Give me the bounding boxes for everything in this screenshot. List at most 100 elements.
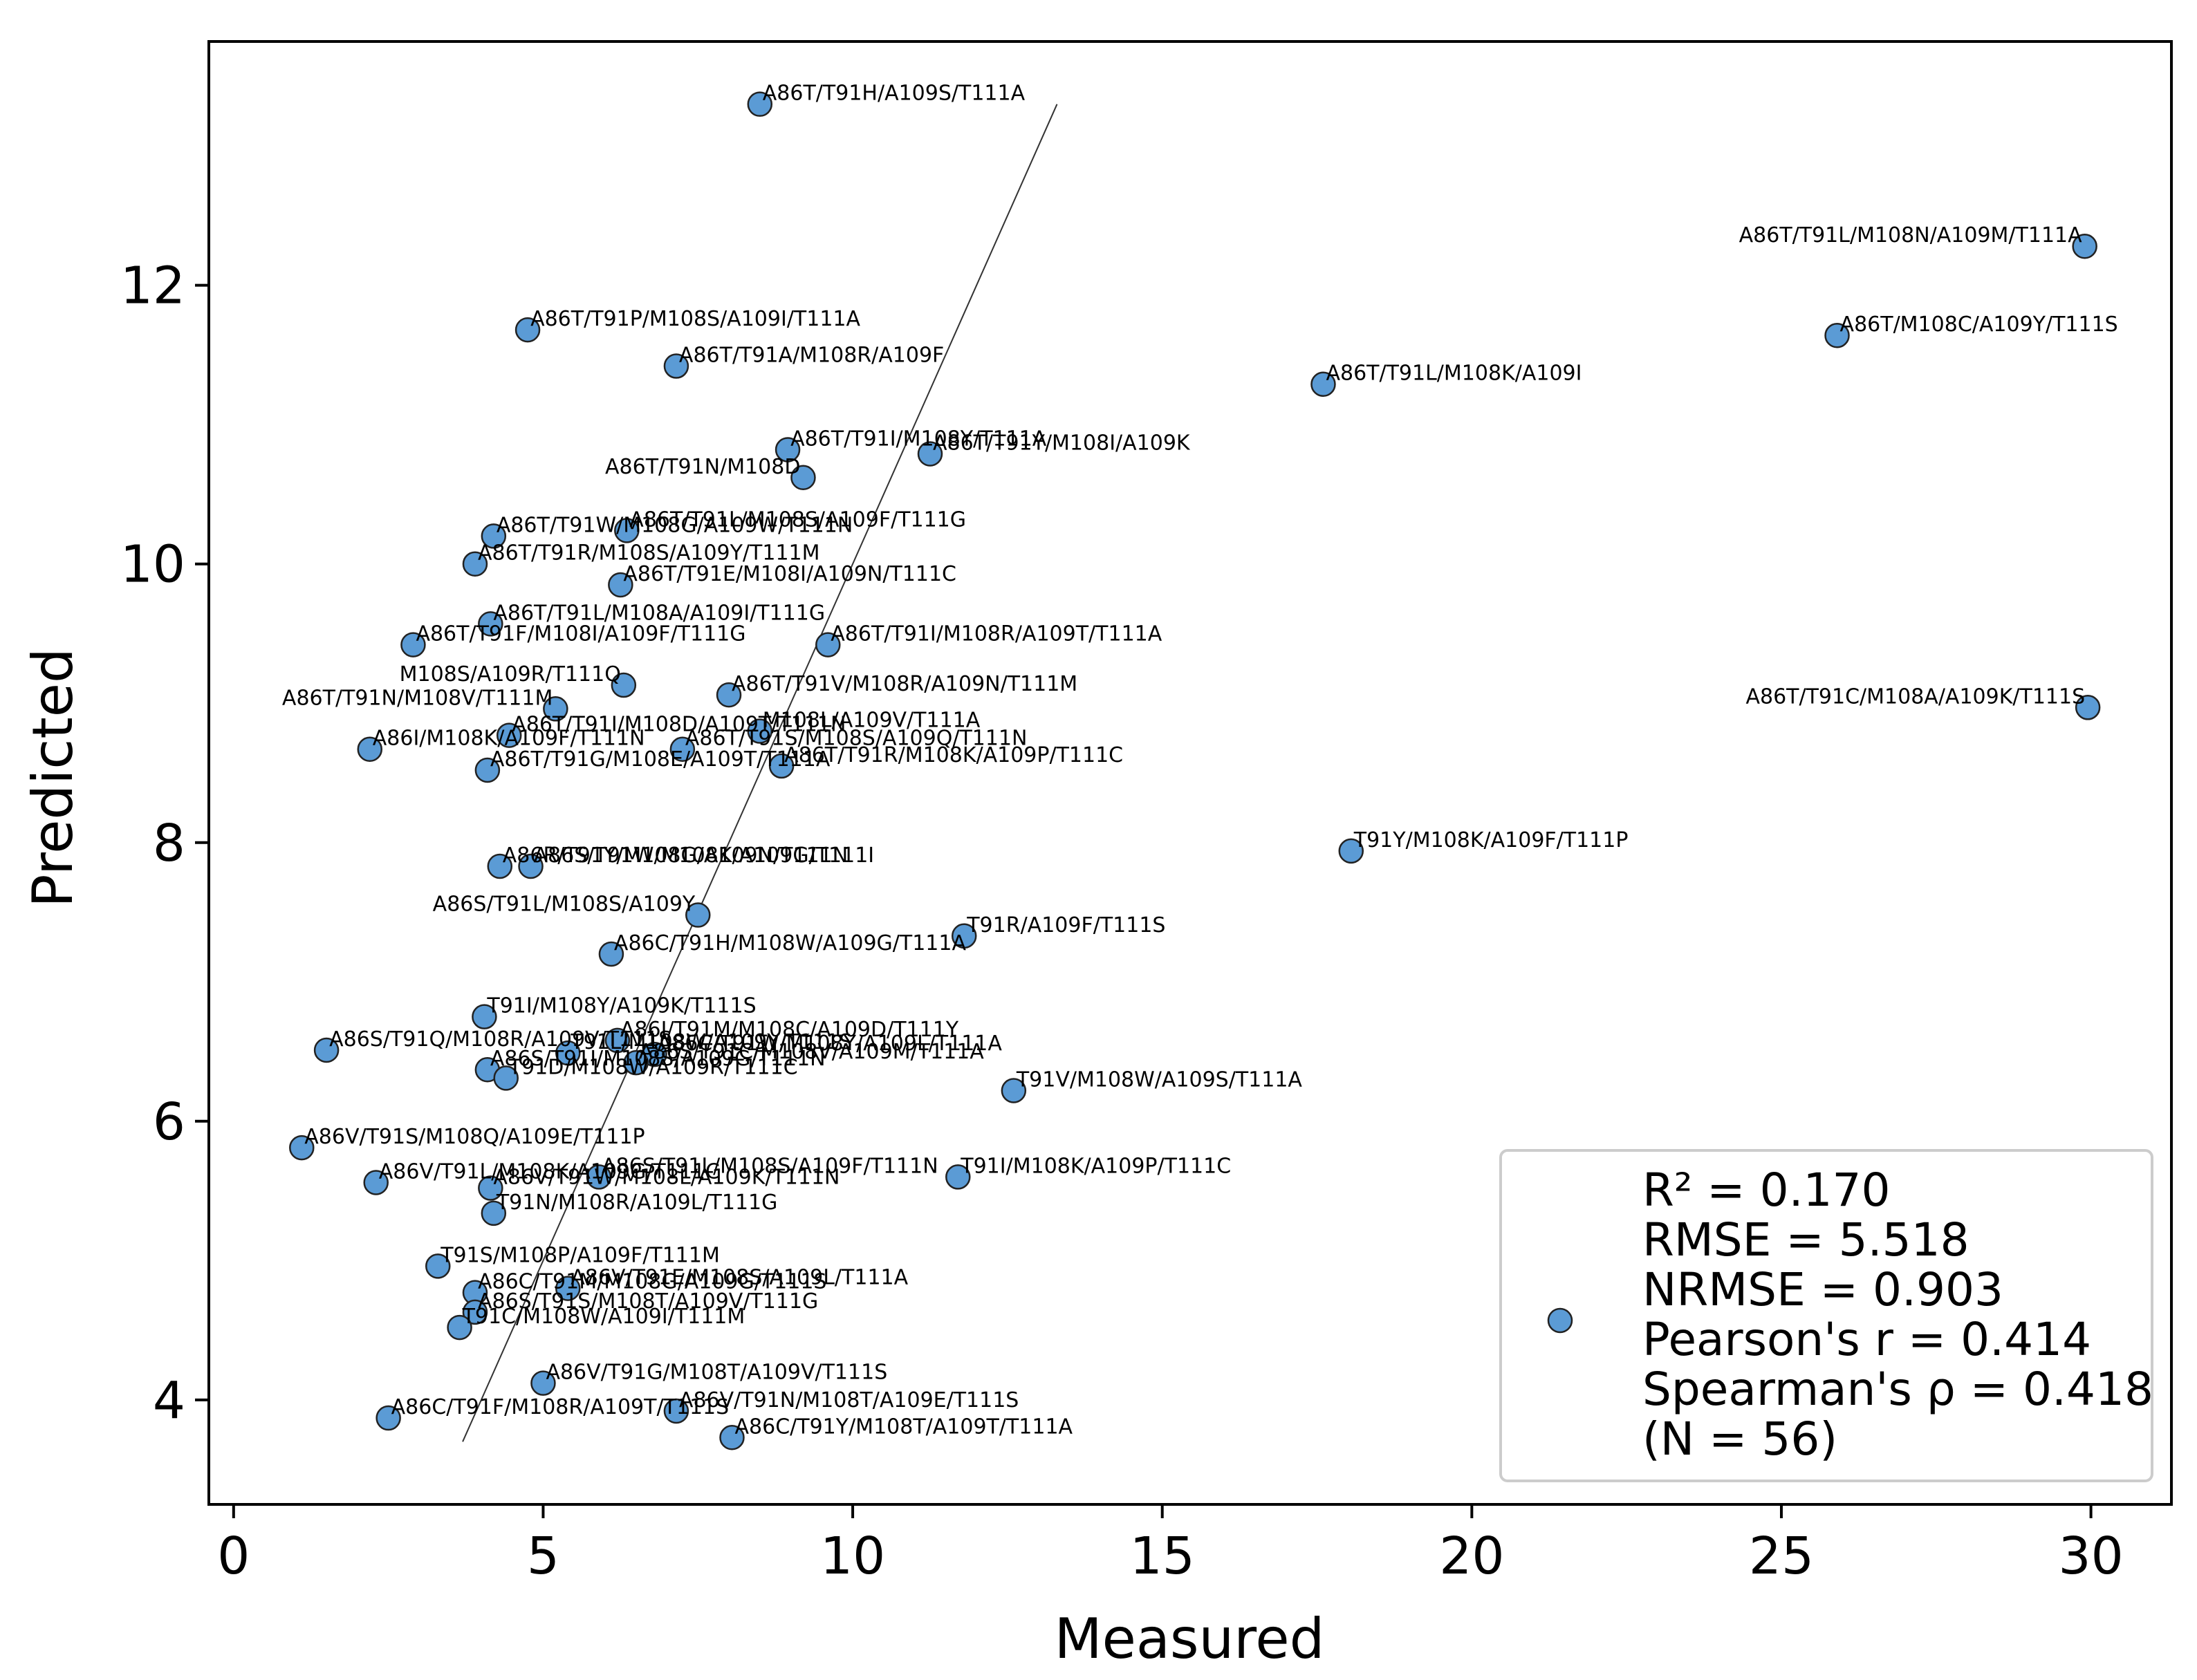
- data-point: [1824, 322, 1850, 348]
- point-label: A86S/T91C/M108V/A109M/T111A: [639, 1040, 985, 1064]
- y-tick-label: 8: [153, 814, 185, 873]
- legend-line: Pearson's r = 0.414: [1642, 1313, 2091, 1366]
- point-label: A86V/T91E/M108S/A109L/T111A: [571, 1266, 908, 1290]
- point-label: T91R/A109F/T111S: [966, 913, 1165, 937]
- data-point: [478, 1175, 503, 1201]
- point-label: A86S/T91L/M108S/A109Y: [433, 893, 696, 917]
- legend-line: RMSE = 5.518: [1642, 1213, 1969, 1267]
- data-point: [917, 441, 943, 467]
- data-point: [1338, 838, 1364, 864]
- point-label: A86T/M108C/A109Y/T111S: [1840, 312, 2118, 337]
- data-point: [716, 682, 742, 708]
- data-point: [481, 1200, 507, 1226]
- data-point: [487, 853, 513, 879]
- data-point: [400, 632, 426, 657]
- point-label: T91Y/M108K/A109F/T111P: [1353, 828, 1629, 852]
- data-point: [604, 1027, 631, 1054]
- x-axis-title: Measured: [1055, 1607, 1325, 1671]
- point-label: M108S/A109R/T111Q: [400, 662, 621, 687]
- data-point: [472, 1004, 497, 1029]
- data-point: [663, 1398, 689, 1424]
- point-label: A86T/T91S/M108S/A109Q/T111N: [685, 727, 1028, 751]
- data-point: [493, 1065, 519, 1091]
- data-point: [447, 1314, 472, 1341]
- point-label: A86T/T91I/M108Y/T111A: [790, 427, 1047, 451]
- data-point: [530, 1370, 556, 1396]
- point-label: T91L/M108W/A109Y/T111S: [570, 1030, 852, 1054]
- point-label: A86V/T91G/M108T/A109V/T111S: [546, 1361, 887, 1385]
- data-point: [611, 672, 637, 698]
- point-label: A86V/T91W/M108L/A109K/T111N: [493, 1166, 840, 1190]
- point-label: A86T/T91P/M108S/A109I/T111A: [530, 307, 860, 331]
- data-point: [945, 1164, 971, 1190]
- data-point: [747, 718, 773, 744]
- x-tick-label: 0: [217, 1527, 250, 1586]
- data-point: [608, 572, 633, 598]
- data-point: [425, 1253, 451, 1279]
- data-point: [313, 1037, 340, 1063]
- point-label: A86V/T91N/M108T/A109E/T111S: [679, 1388, 1019, 1412]
- point-label: M108L/A109V/T111A: [763, 709, 981, 733]
- data-point: [614, 518, 640, 543]
- data-point: [768, 753, 795, 779]
- point-label: T91C/M108W/A109I/T111M: [462, 1305, 745, 1329]
- y-tick-label: 6: [153, 1092, 185, 1152]
- x-tick-label: 10: [820, 1527, 885, 1586]
- data-point: [951, 923, 977, 949]
- point-label: A86S/T91L/M108S/A109F/T111N: [602, 1154, 938, 1178]
- x-tick-label: 30: [2059, 1527, 2124, 1586]
- point-label: T91D/M108W/A109R/T111C: [508, 1055, 798, 1079]
- point-label: T91S/M108P/A109F/T111M: [440, 1243, 720, 1267]
- point-label: A86C/T91M/M108G/A109G/T111S: [478, 1270, 827, 1294]
- point-label: A86C/T91F/M108R/A109T/T111S: [391, 1395, 730, 1419]
- legend-marker: [1547, 1307, 1573, 1334]
- data-point: [2075, 695, 2101, 720]
- point-label: A86T/T91I/M108R/A109T/T111A: [831, 622, 1162, 646]
- data-point: [376, 1405, 401, 1431]
- legend-line: Spearman's ρ = 0.418: [1642, 1363, 2153, 1416]
- point-label: A86T/T91W/M108G/A109W/T111N: [497, 513, 853, 537]
- point-label: A86S/T91W/M108K/A109G/T111I: [534, 843, 875, 868]
- legend-box: [1499, 1149, 2153, 1482]
- point-label: T91I/M108Y/A109K/T111S: [486, 994, 756, 1018]
- point-label: A86S/T91Q/M108R/A109V/T111S: [329, 1027, 671, 1052]
- data-point: [462, 551, 488, 577]
- data-point: [555, 1276, 581, 1301]
- data-point: [719, 1425, 745, 1450]
- point-label: A86T/T91E/M108I/A109N/T111C: [623, 562, 956, 586]
- point-label: T91N/M108R/A109L/T111G: [496, 1191, 778, 1215]
- data-point: [543, 696, 568, 722]
- x-tick-label: 5: [527, 1527, 559, 1586]
- point-label: A86V/T91L/M108K/A109G/T111C: [379, 1159, 720, 1184]
- point-label: A86T/T91L/M108A/A109I/T111G: [493, 601, 825, 625]
- x-tick-label: 20: [1439, 1527, 1504, 1586]
- point-label: A86C/T91H/M108W/A109G/T111A: [614, 931, 967, 955]
- point-label: A86V/T91S/M108Q/A109E/T111P: [304, 1125, 645, 1149]
- data-point: [598, 941, 624, 967]
- data-point: [1310, 371, 1336, 397]
- point-label: A86S/T91S/M108T/A109V/T111G: [478, 1289, 818, 1314]
- point-label: A86T/T91H/A109S/T111A: [763, 82, 1026, 106]
- point-label: A86T/T91L/M108K/A109I: [1326, 362, 1582, 386]
- data-point: [462, 1299, 488, 1325]
- point-label: A86T/T91V/M108R/A109N/T111M: [732, 672, 1077, 696]
- legend-line: NRMSE = 0.903: [1642, 1263, 2003, 1316]
- data-point: [790, 465, 816, 491]
- point-label: A86T/T91F/M108I/A109F/T111G: [416, 622, 745, 646]
- point-label: A86T/T91L/M108N/A109M/T111A: [1739, 223, 2083, 248]
- point-label: A86T/T91R/M108K/A109P/T111C: [784, 743, 1123, 767]
- y-tick-label: 10: [120, 535, 185, 595]
- data-point: [474, 757, 501, 783]
- data-point: [518, 853, 544, 879]
- plot-frame: [207, 40, 2173, 1506]
- point-label: A86T/T91Y/M108I/A109K: [933, 431, 1191, 456]
- point-label: A86T/T91L/M108S/A109F/T111G: [629, 507, 966, 532]
- fit-line: [462, 104, 1058, 1442]
- point-label: A86T/T91G/M108E/A109T/T111A: [490, 747, 831, 772]
- data-point: [775, 437, 801, 463]
- data-point: [555, 1040, 581, 1066]
- point-label: A86C/T91Y/M108T/A109T/T111A: [735, 1415, 1073, 1439]
- data-point: [357, 736, 383, 762]
- data-point: [669, 736, 696, 762]
